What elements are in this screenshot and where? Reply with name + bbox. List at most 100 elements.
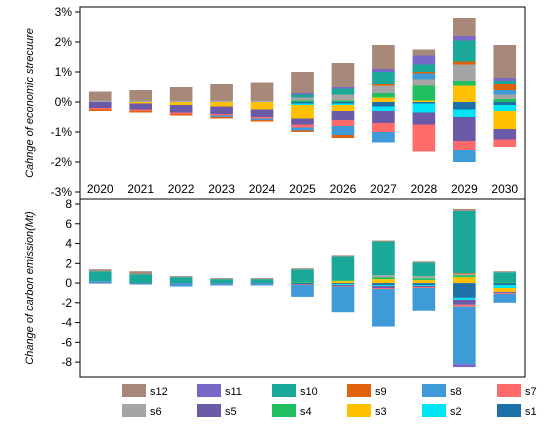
top-bar-segment-s6-2020 xyxy=(88,100,112,102)
bottom-bar-segment-s10-2023 xyxy=(210,279,233,284)
bottom-bar-segment-s7-2029 xyxy=(452,304,476,307)
top-bar-segment-s7-2022 xyxy=(169,112,193,114)
bottom-bar-segment-s9-2029 xyxy=(452,273,476,275)
top-bar-segment-s8-2023 xyxy=(210,115,233,117)
legend-swatch-s12 xyxy=(122,384,146,397)
top-bar-segment-s9-2025 xyxy=(291,130,314,132)
legend-label-s8: s8 xyxy=(450,386,462,398)
top-bar-segment-s5-2025 xyxy=(291,118,314,125)
top-bar-segment-s12-2025 xyxy=(291,72,314,93)
bottom-bar-segment-s7-2025 xyxy=(291,284,314,286)
top-bar-segment-s10-2030 xyxy=(493,81,517,84)
x-tick-label: 2025 xyxy=(289,182,316,196)
top-bar-segment-s7-2026 xyxy=(331,120,355,126)
top-bar-segment-s6-2024 xyxy=(250,100,274,102)
bottom-bar-segment-s3-2030 xyxy=(493,288,517,292)
bottom-bar-segment-s10-2029 xyxy=(452,210,476,274)
bottom-bar-segment-s2-2029 xyxy=(452,297,476,300)
top-bar-segment-s7-2021 xyxy=(129,109,153,111)
bottom-bar-segment-s1-2026 xyxy=(331,283,355,285)
bottom-y-ticks: -8 -6 -4 -2 0 2 4 6 8 xyxy=(61,197,80,369)
bottom-bar-segment-s12-2020 xyxy=(88,269,112,272)
bottom-bar-segment-s1-2029 xyxy=(452,283,476,298)
top-bar-segment-s11-2025 xyxy=(291,93,314,95)
legend-label-s1: s1 xyxy=(525,406,537,418)
top-x-ticks: 2020 2021 2022 2023 2024 2025 2026 2027 2028 2029… xyxy=(87,182,519,196)
bottom-bar-segment-s2-2030 xyxy=(493,285,517,288)
bottom-bar-segment-s8-2022 xyxy=(169,283,193,287)
bottom-bar-segment-s7-2027 xyxy=(372,288,395,289)
bottom-plot-frame xyxy=(79,198,526,378)
legend-label-s11: s11 xyxy=(225,386,242,398)
bottom-ytick-label: 0 xyxy=(65,276,72,290)
bottom-bar-segment-s3-2027 xyxy=(372,279,395,284)
bottom-bar-segment-s12-2027 xyxy=(372,240,395,242)
bottom-ytick-label: 2 xyxy=(65,256,72,270)
top-bar-segment-s5-2029 xyxy=(452,117,476,141)
top-bar-segment-s2-2026 xyxy=(331,103,355,105)
top-bar-segment-s8-2029 xyxy=(452,150,476,162)
top-bar-segment-s7-2030 xyxy=(493,139,517,147)
bottom-bar-segment-s5-2028 xyxy=(412,286,436,288)
bottom-bar-segment-s4-2026 xyxy=(331,280,355,282)
legend-swatch-s2 xyxy=(422,404,446,417)
bottom-bar-segment-s3-2029 xyxy=(452,277,476,284)
bottom-bar-segment-s5-2020 xyxy=(88,283,112,284)
bottom-bar-segment-s5-2024 xyxy=(250,283,274,284)
top-ytick-label: 1% xyxy=(55,65,73,79)
bottom-bar-segment-s1-2025 xyxy=(291,283,314,285)
top-bar-segment-s5-2028 xyxy=(412,112,436,125)
bottom-bar-segment-s5-2026 xyxy=(331,285,355,287)
bottom-ytick-label: -2 xyxy=(61,296,72,310)
x-tick-label: 2029 xyxy=(451,182,478,196)
legend-swatch-s4 xyxy=(272,404,296,417)
bottom-bar-segment-s5-2030 xyxy=(493,291,517,293)
bottom-bar-segment-s4-2027 xyxy=(372,277,395,280)
bottom-bar-segment-s4-2028 xyxy=(412,278,436,281)
legend-label-s3: s3 xyxy=(375,406,387,418)
x-tick-label: 2020 xyxy=(87,182,114,196)
top-bar-segment-s3-2028 xyxy=(412,100,436,102)
top-bar-segment-s8-2025 xyxy=(291,127,314,131)
bottom-bar-segment-s5-2023 xyxy=(210,283,233,284)
bottom-bar-segment-s2-2026 xyxy=(331,284,355,286)
top-bar-segment-s2-2027 xyxy=(372,106,395,111)
top-bar-segment-s12-2023 xyxy=(210,84,233,101)
top-bar-segment-s3-2024 xyxy=(250,102,274,110)
top-bar-segment-s5-2026 xyxy=(331,111,355,120)
bottom-bar-segment-s8-2026 xyxy=(331,286,355,313)
top-bar-segment-s8-2024 xyxy=(250,118,274,120)
bottom-bar-segment-s3-2028 xyxy=(412,280,436,284)
bottom-ytick-label: -6 xyxy=(61,335,72,349)
bottom-bar-segment-s5-2022 xyxy=(169,283,193,284)
top-y-axis-label: Cahnge of economic strecuure xyxy=(24,28,36,178)
bottom-bar-segment-s1-2027 xyxy=(372,283,395,286)
top-bar-segment-s10-2025 xyxy=(291,94,314,98)
bottom-bar-segment-s10-2027 xyxy=(372,241,395,276)
top-bar-segment-s2-2029 xyxy=(452,109,476,117)
top-ytick-label: 2% xyxy=(55,35,73,49)
legend-swatch-s5 xyxy=(197,404,221,417)
bottom-bars xyxy=(88,208,517,368)
x-tick-label: 2028 xyxy=(411,182,438,196)
bottom-bar-segment-s4-2030 xyxy=(493,282,517,284)
bottom-bar-segment-s7-2026 xyxy=(331,286,355,287)
top-bar-segment-s3-2030 xyxy=(493,111,517,129)
top-bar-segment-s3-2022 xyxy=(169,102,193,105)
top-bar-segment-s10-2026 xyxy=(331,88,355,95)
top-bar-segment-s9-2028 xyxy=(412,72,436,74)
legend-swatch-s7 xyxy=(497,384,521,397)
top-bar-segment-s12-2021 xyxy=(129,90,153,101)
top-bar-segment-s12-2024 xyxy=(250,82,274,101)
top-bar-segment-s5-2022 xyxy=(169,105,193,113)
x-tick-label: 2030 xyxy=(491,182,518,196)
bottom-bar-segment-s8-2020 xyxy=(88,281,112,284)
top-bar-segment-s10-2028 xyxy=(412,64,436,72)
bottom-bar-segment-s12-2028 xyxy=(412,261,436,263)
bottom-bar-segment-s8-2021 xyxy=(129,283,153,285)
top-bar-segment-s11-2027 xyxy=(372,69,395,72)
top-bar-segment-s2-2030 xyxy=(493,105,517,111)
top-bar-segment-s12-2029 xyxy=(452,18,476,36)
top-bar-segment-s11-2028 xyxy=(412,55,436,65)
top-bar-segment-s1-2025 xyxy=(291,102,314,104)
